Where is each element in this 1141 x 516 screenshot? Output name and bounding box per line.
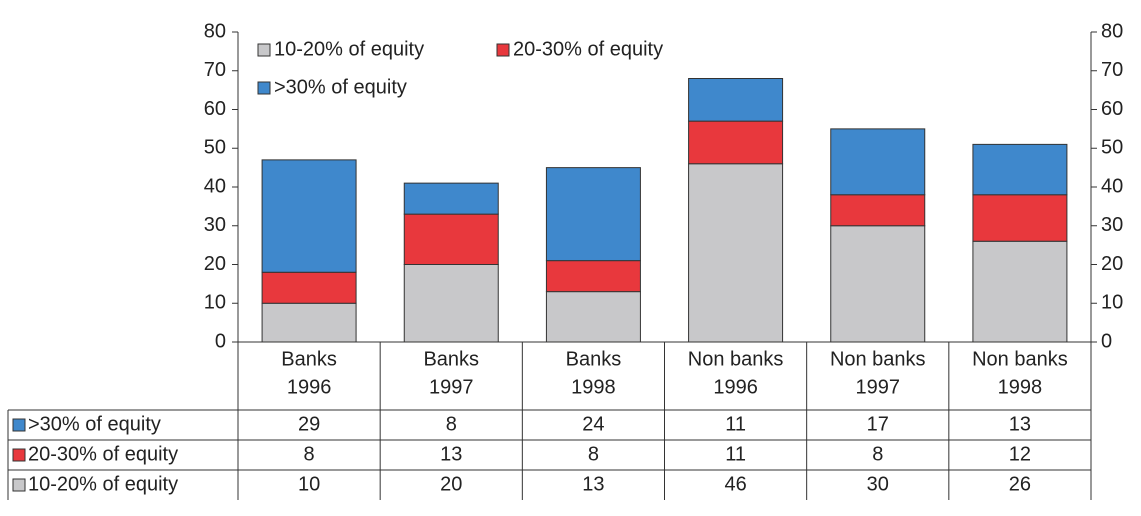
- table-cell: 13: [582, 473, 604, 495]
- bar-segment: [830, 194, 926, 227]
- bar-segment: [403, 264, 499, 343]
- category-label: 1998: [998, 376, 1043, 398]
- y-tick-label: 50: [204, 137, 226, 159]
- bar-segment: [688, 120, 784, 165]
- category-label: Banks: [281, 348, 337, 370]
- table-cell: 26: [1009, 473, 1031, 495]
- table-cell: 13: [440, 443, 462, 465]
- bar-segment: [688, 163, 784, 343]
- bar-segment: [261, 302, 357, 343]
- y-tick-label: 0: [215, 330, 226, 352]
- table-cell: 12: [1009, 443, 1031, 465]
- category-label: Non banks: [688, 348, 784, 370]
- bar-segment: [545, 291, 641, 343]
- table-cell: 20: [440, 473, 462, 495]
- category-label: 1997: [429, 376, 474, 398]
- table-cell: 10: [298, 473, 320, 495]
- bar-segment: [688, 78, 784, 122]
- table-swatch: [12, 448, 26, 462]
- legend-swatch: [257, 43, 271, 57]
- bar-segment: [972, 194, 1068, 242]
- bar-segment: [403, 182, 499, 215]
- legend-label: 20-30% of equity: [513, 38, 663, 60]
- category-label: Non banks: [830, 348, 926, 370]
- category-label: Non banks: [972, 348, 1068, 370]
- y2-tick-label: 60: [1101, 98, 1123, 120]
- bar-segment: [830, 225, 926, 343]
- legend-swatch: [257, 81, 271, 95]
- y2-tick-label: 70: [1101, 59, 1123, 81]
- y-tick-label: 80: [204, 20, 226, 42]
- bar-segment: [972, 240, 1068, 343]
- category-label: 1996: [287, 376, 332, 398]
- y2-tick-label: 20: [1101, 253, 1123, 275]
- y-tick-label: 10: [204, 292, 226, 314]
- table-cell: 11: [725, 413, 746, 435]
- category-label: 1998: [571, 376, 616, 398]
- bar-segment: [261, 271, 357, 304]
- y2-tick-label: 40: [1101, 175, 1123, 197]
- table-cell: 24: [582, 413, 604, 435]
- y-tick-label: 30: [204, 214, 226, 236]
- category-label: 1996: [713, 376, 758, 398]
- category-label: Banks: [566, 348, 622, 370]
- category-label: 1997: [856, 376, 901, 398]
- legend-swatch: [496, 43, 510, 57]
- y-tick-label: 60: [204, 98, 226, 120]
- table-cell: 46: [724, 473, 746, 495]
- table-cell: 8: [446, 413, 457, 435]
- bar-segment: [261, 159, 357, 273]
- y2-tick-label: 0: [1101, 330, 1112, 352]
- y2-tick-label: 10: [1101, 292, 1123, 314]
- table-cell: 30: [867, 473, 889, 495]
- table-swatch: [12, 418, 26, 432]
- bar-segment: [545, 167, 641, 262]
- bar-segment: [403, 213, 499, 265]
- table-cell: 8: [872, 443, 883, 465]
- table-row-label: 20-30% of equity: [28, 443, 178, 465]
- table-row-label: 10-20% of equity: [28, 473, 178, 495]
- table-cell: 13: [1009, 413, 1031, 435]
- bar-segment: [830, 128, 926, 196]
- y2-tick-label: 30: [1101, 214, 1123, 236]
- legend-label: >30% of equity: [274, 76, 407, 98]
- y2-tick-label: 80: [1101, 20, 1123, 42]
- table-cell: 8: [304, 443, 315, 465]
- category-label: Banks: [423, 348, 479, 370]
- table-cell: 8: [588, 443, 599, 465]
- y2-tick-label: 50: [1101, 137, 1123, 159]
- table-row-label: >30% of equity: [28, 413, 161, 435]
- bar-segment: [972, 143, 1068, 196]
- bar-segment: [545, 260, 641, 293]
- y-tick-label: 70: [204, 59, 226, 81]
- y-tick-label: 40: [204, 175, 226, 197]
- table-swatch: [12, 478, 26, 492]
- table-cell: 17: [867, 413, 889, 435]
- table-cell: 29: [298, 413, 320, 435]
- legend-label: 10-20% of equity: [274, 38, 424, 60]
- y-tick-label: 20: [204, 253, 226, 275]
- table-cell: 11: [725, 443, 746, 465]
